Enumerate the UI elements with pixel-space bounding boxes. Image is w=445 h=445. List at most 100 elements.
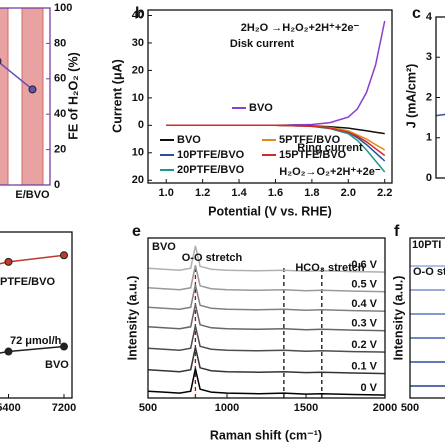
y-axis-label: FE of H₂O₂ (%) — [66, 52, 80, 140]
x-tick-label: 1500 — [294, 402, 318, 414]
y-axis-label: Current (μA) — [110, 59, 124, 133]
series-line — [148, 284, 385, 312]
y-tick-label: 20 — [132, 64, 144, 76]
series-line — [410, 289, 445, 291]
axes-frame — [147, 237, 386, 399]
legend-label: 20PTFE/BVO — [177, 164, 245, 176]
y-tick-label: 10 — [132, 92, 144, 104]
x-tick-label: 1.0 — [159, 187, 174, 199]
legend-label: 10PTFE/BVO — [177, 149, 245, 161]
data-point — [59, 251, 68, 260]
y-tick-label: 1 — [426, 132, 432, 144]
y-tick-label: 40 — [132, 9, 144, 21]
y-axis-label: Intensity (a.u.) — [125, 276, 139, 361]
axes-frame — [409, 237, 445, 399]
y-tick-label: 30 — [132, 37, 144, 49]
annotation: 2H₂O →H₂O₂+2H⁺+2e⁻ — [241, 22, 360, 34]
series-label: 0.3 V — [351, 318, 377, 330]
y-axis-label: Intensity (a.u.) — [391, 276, 405, 361]
series-label: 0 V — [360, 382, 377, 394]
y-tick-label: 20 — [132, 174, 144, 186]
x-axis-label: Potential (V vs. RHE) — [208, 204, 332, 218]
y-axis-label: J (mA/cm²) — [404, 64, 418, 129]
series-line — [410, 313, 445, 315]
series-line — [410, 265, 445, 267]
panel: 40 30 20 10 0 10 20 1.0 1.2 1.4 1.6 1.8 2.0 2.2 b Poten… — [110, 5, 393, 218]
bar — [0, 8, 9, 185]
series-line — [410, 385, 445, 387]
annotation: O-O stretch — [413, 266, 445, 278]
x-tick-label: 5400 — [0, 402, 21, 414]
panel: 5400 7200 72 μmol/h PTFE/BVO BVO — [0, 231, 76, 414]
series-line — [148, 347, 385, 375]
y-tick-label: 80 — [54, 37, 66, 49]
series-line — [148, 304, 385, 332]
legend-label: BVO — [249, 102, 273, 114]
y-tick-label: 20 — [54, 144, 66, 156]
annotation: Disk current — [230, 38, 295, 50]
annotation: Ring current — [297, 142, 363, 154]
axes-frame — [147, 9, 393, 184]
y-tick-label: 3 — [426, 51, 432, 63]
y-tick-label: 4 — [426, 11, 433, 23]
y-tick-label: 0 — [138, 119, 144, 131]
x-tick-label: 500 — [139, 402, 157, 414]
panel-label: c — [412, 5, 421, 22]
y-tick-label: 0 — [54, 179, 60, 191]
y-tick-label: 0 — [426, 172, 432, 184]
data-point — [59, 342, 68, 351]
plot-area — [0, 8, 44, 185]
annotation: HCO₃ stretch — [295, 262, 365, 274]
y-tick-label: 100 — [54, 2, 72, 14]
x-tick-label: 2.2 — [377, 187, 392, 199]
series-line — [148, 265, 385, 293]
series-line — [166, 20, 386, 127]
legend-label: 5PTFE/BVO — [279, 134, 341, 146]
series-line — [166, 124, 386, 157]
series-line — [0, 62, 33, 90]
series-label: BVO — [45, 359, 69, 371]
annotation: 72 μmol/h — [10, 335, 62, 347]
data-point — [4, 257, 13, 266]
annotation: BVO — [152, 241, 176, 253]
panel-label: f — [394, 223, 400, 240]
panel-label: e — [132, 223, 141, 240]
panel: 500 1000 1500 2000 e Raman shift (cm⁻¹) Intens… — [125, 223, 397, 442]
axes-frame — [0, 231, 73, 399]
plot-area — [436, 113, 445, 117]
x-tick-label: 1000 — [215, 402, 239, 414]
data-point — [0, 57, 2, 65]
plot-area — [410, 265, 445, 387]
legend-label: 15PTFE/BVO — [279, 149, 347, 161]
annotation: O-O stretch — [182, 252, 243, 264]
x-tick-label: 1.4 — [231, 187, 247, 199]
x-tick-label: 1.2 — [195, 187, 210, 199]
x-tick-label: 1.6 — [268, 187, 283, 199]
data-point — [4, 347, 13, 356]
series-line — [148, 325, 385, 353]
bar — [21, 8, 44, 185]
x-tick-label: 2000 — [373, 402, 397, 414]
x-axis-label: Raman shift (cm⁻¹) — [210, 428, 322, 442]
y-tick-label: 2 — [426, 91, 432, 103]
annotation: H₂O₂→O₂+2H⁺+2e⁻ — [279, 166, 381, 178]
series-label: 0.5 V — [351, 279, 377, 291]
x-tick-label: 7200 — [52, 402, 76, 414]
annotation: 10PTI — [412, 239, 441, 251]
axes-frame — [0, 7, 51, 186]
plot-area — [166, 20, 386, 173]
series-label: 0.1 V — [351, 361, 377, 373]
y-tick-label: 10 — [132, 147, 144, 159]
series-label: 0.2 V — [351, 339, 377, 351]
x-tick-label: 2.0 — [341, 187, 356, 199]
panel-label: b — [135, 5, 145, 22]
x-tick-label: 1.8 — [304, 187, 319, 199]
x-tick-label: E/BVO — [15, 189, 50, 201]
legend-label: BVO — [177, 134, 201, 146]
y-tick-label: 40 — [54, 108, 66, 120]
series-line — [148, 368, 385, 396]
y-tick-label: 60 — [54, 73, 66, 85]
series-line — [410, 361, 445, 363]
